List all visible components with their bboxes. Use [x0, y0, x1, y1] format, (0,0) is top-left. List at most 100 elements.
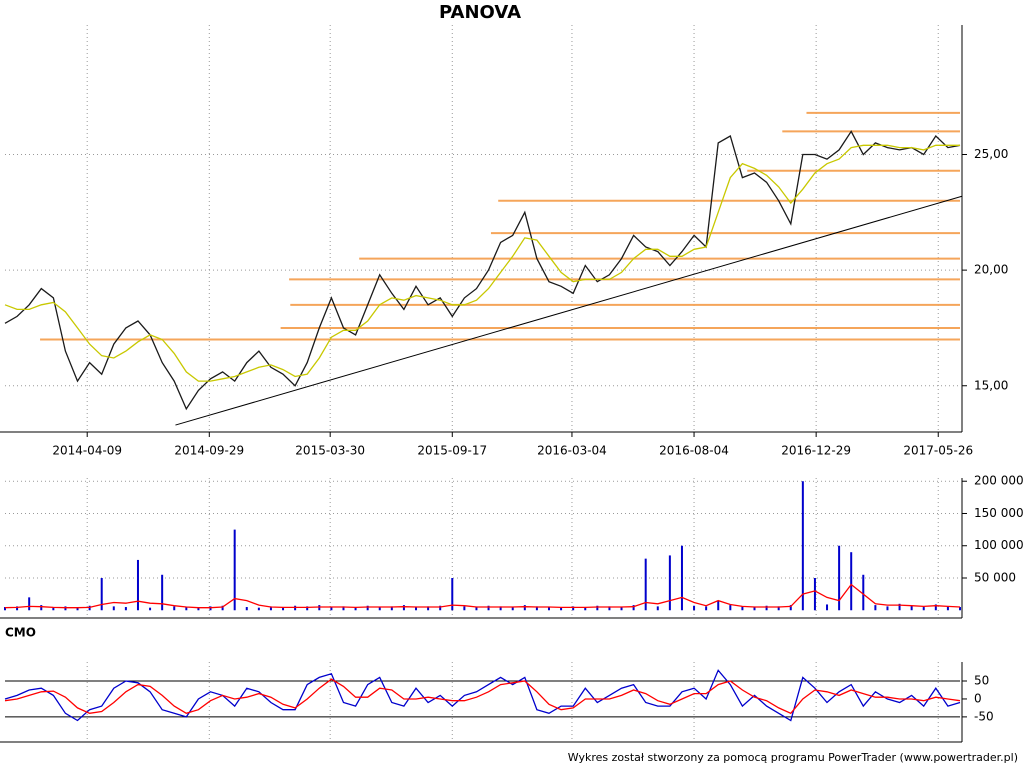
y-tick-label: -50	[974, 709, 994, 723]
y-tick-label: 20,00	[974, 263, 1008, 277]
x-tick-label: 2017-05-26	[903, 444, 973, 458]
bar	[596, 605, 599, 611]
y-tick-label: 50	[974, 674, 989, 688]
bar	[306, 606, 309, 611]
x-tick-label: 2014-04-09	[52, 444, 122, 458]
bar	[76, 607, 79, 611]
bar	[680, 545, 683, 611]
bar	[318, 605, 321, 611]
y-tick-label: 25,00	[974, 147, 1008, 161]
bar	[874, 605, 877, 611]
bar	[813, 578, 816, 611]
x-tick-label: 2016-12-29	[781, 444, 851, 458]
bar	[717, 600, 720, 611]
y-tick-label: 150 000	[974, 506, 1024, 520]
bar	[632, 605, 635, 611]
bar	[862, 574, 865, 611]
series-line	[4, 678, 961, 715]
bar	[378, 607, 381, 611]
bar	[934, 604, 937, 611]
bar	[705, 606, 708, 611]
bar	[100, 578, 103, 611]
bar	[547, 607, 550, 611]
bar	[161, 574, 164, 611]
bar	[644, 558, 647, 611]
bar	[402, 605, 405, 611]
bar	[620, 607, 623, 611]
trendline	[175, 195, 963, 426]
bar	[415, 607, 418, 611]
bar	[463, 606, 466, 611]
x-tick-label: 2015-09-17	[417, 444, 487, 458]
bar	[668, 555, 671, 611]
bar	[910, 605, 913, 611]
bar	[959, 607, 961, 611]
bar	[753, 607, 756, 611]
bar	[729, 605, 732, 611]
x-tick-label: 2015-03-30	[295, 444, 365, 458]
series-line	[4, 669, 961, 722]
bar	[886, 606, 889, 611]
bar	[282, 607, 285, 611]
bar	[789, 605, 792, 611]
bar	[197, 607, 200, 611]
bar	[366, 605, 369, 611]
panel-label: CMO	[5, 626, 36, 640]
bar	[898, 603, 901, 611]
bar	[342, 606, 345, 611]
bar	[741, 606, 744, 611]
y-tick-label: 50 000	[974, 571, 1016, 585]
bar	[499, 606, 502, 611]
bar	[257, 607, 260, 611]
bar	[535, 606, 538, 611]
bar	[52, 607, 55, 611]
bar	[390, 606, 393, 611]
bar	[475, 607, 478, 611]
bar	[124, 607, 127, 611]
bar	[560, 607, 563, 611]
bar	[584, 607, 587, 611]
bar	[221, 605, 224, 611]
bar	[656, 606, 659, 611]
x-tick-label: 2016-03-04	[537, 444, 607, 458]
bar	[608, 606, 611, 611]
bar	[330, 607, 333, 611]
bar	[173, 606, 176, 611]
bar	[439, 605, 442, 611]
bar	[4, 607, 6, 611]
bar	[765, 605, 768, 611]
bar	[427, 606, 430, 611]
bar	[511, 607, 514, 611]
bar	[16, 606, 19, 611]
bar	[451, 578, 454, 611]
series-line	[4, 130, 961, 411]
bar	[693, 605, 696, 611]
bar	[801, 481, 804, 611]
y-tick-label: 0	[974, 691, 982, 705]
y-tick-label: 100 000	[974, 538, 1024, 552]
bar	[354, 607, 357, 611]
footer: Wykres został stworzony za pomocą progra…	[568, 751, 1018, 764]
bar	[28, 597, 31, 611]
bar	[269, 606, 272, 611]
bar	[149, 607, 152, 611]
bar	[487, 605, 490, 611]
chart-title: PANOVA	[439, 2, 521, 23]
bar	[523, 605, 526, 611]
bar	[112, 606, 115, 611]
series-line	[4, 144, 960, 382]
bar	[946, 606, 949, 611]
x-tick-label: 2016-08-04	[659, 444, 729, 458]
bar	[777, 606, 780, 611]
bar	[233, 529, 236, 611]
bar	[850, 552, 853, 611]
bar	[826, 604, 829, 611]
series-line	[4, 583, 961, 609]
bar	[838, 545, 841, 611]
bar	[185, 607, 188, 611]
y-tick-label: 200 000	[974, 474, 1024, 488]
x-tick-label: 2014-09-29	[174, 444, 244, 458]
bar	[245, 607, 248, 611]
